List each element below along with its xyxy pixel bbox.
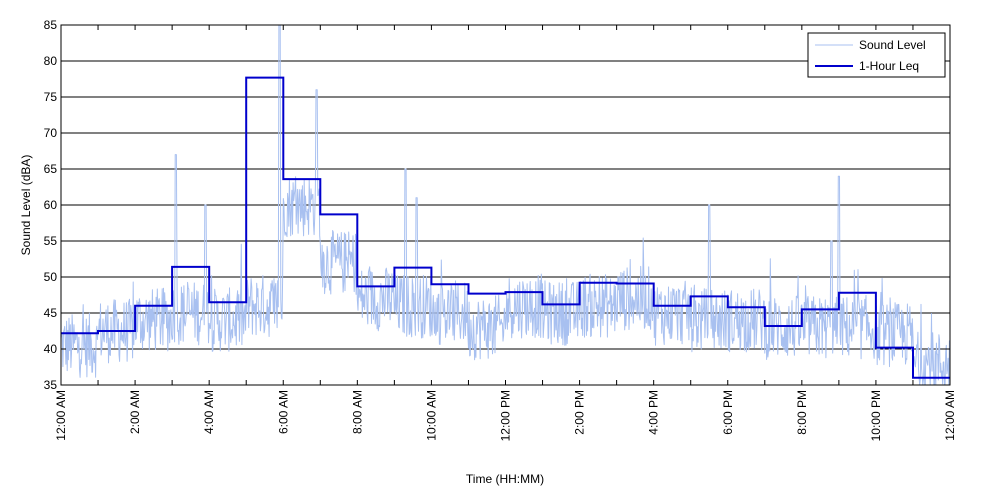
x-tick-label: 4:00 PM bbox=[647, 390, 661, 435]
x-tick-label: 8:00 PM bbox=[795, 390, 809, 435]
x-tick-label: 12:00 AM bbox=[943, 390, 957, 441]
x-axis-label: Time (HH:MM) bbox=[466, 472, 544, 486]
legend: Sound Level 1-Hour Leq bbox=[807, 32, 946, 78]
x-tick-label: 10:00 PM bbox=[869, 390, 883, 441]
y-tick-label: 35 bbox=[44, 378, 58, 392]
x-tick-label: 12:00 PM bbox=[499, 390, 513, 441]
x-axis-ticks: 12:00 AM 2:00 AM 4:00 AM 6:00 AM 8:00 AM 10:0… bbox=[54, 25, 957, 441]
y-tick-label: 80 bbox=[44, 54, 58, 68]
y-axis-label: Sound Level (dBA) bbox=[19, 155, 33, 256]
legend-label-sound-level: Sound Level bbox=[859, 38, 926, 52]
y-tick-label: 60 bbox=[44, 198, 58, 212]
x-tick-label: 8:00 AM bbox=[350, 390, 364, 434]
y-tick-label: 85 bbox=[44, 18, 58, 32]
x-tick-label: 2:00 PM bbox=[573, 390, 587, 435]
x-tick-label: 10:00 AM bbox=[424, 390, 438, 441]
x-tick-label: 6:00 PM bbox=[721, 390, 735, 435]
x-tick-label: 12:00 AM bbox=[54, 390, 68, 441]
y-tick-label: 75 bbox=[44, 90, 58, 104]
legend-label-1-hour-leq: 1-Hour Leq bbox=[859, 59, 919, 73]
legend-box bbox=[807, 32, 946, 78]
x-tick-label: 4:00 AM bbox=[202, 390, 216, 434]
y-axis-ticks: 35 40 45 50 55 60 65 70 75 80 85 bbox=[44, 18, 950, 392]
x-tick-label: 6:00 AM bbox=[276, 390, 290, 434]
series-line-1-hour-leq bbox=[61, 76, 950, 379]
y-tick-label: 65 bbox=[44, 162, 58, 176]
y-tick-label: 55 bbox=[44, 234, 58, 248]
y-tick-label: 70 bbox=[44, 126, 58, 140]
series-line-sound-level bbox=[60, 24, 951, 386]
y-tick-label: 50 bbox=[44, 270, 58, 284]
x-tick-label: 2:00 AM bbox=[128, 390, 142, 434]
y-tick-label: 45 bbox=[44, 306, 58, 320]
y-tick-label: 40 bbox=[44, 342, 58, 356]
